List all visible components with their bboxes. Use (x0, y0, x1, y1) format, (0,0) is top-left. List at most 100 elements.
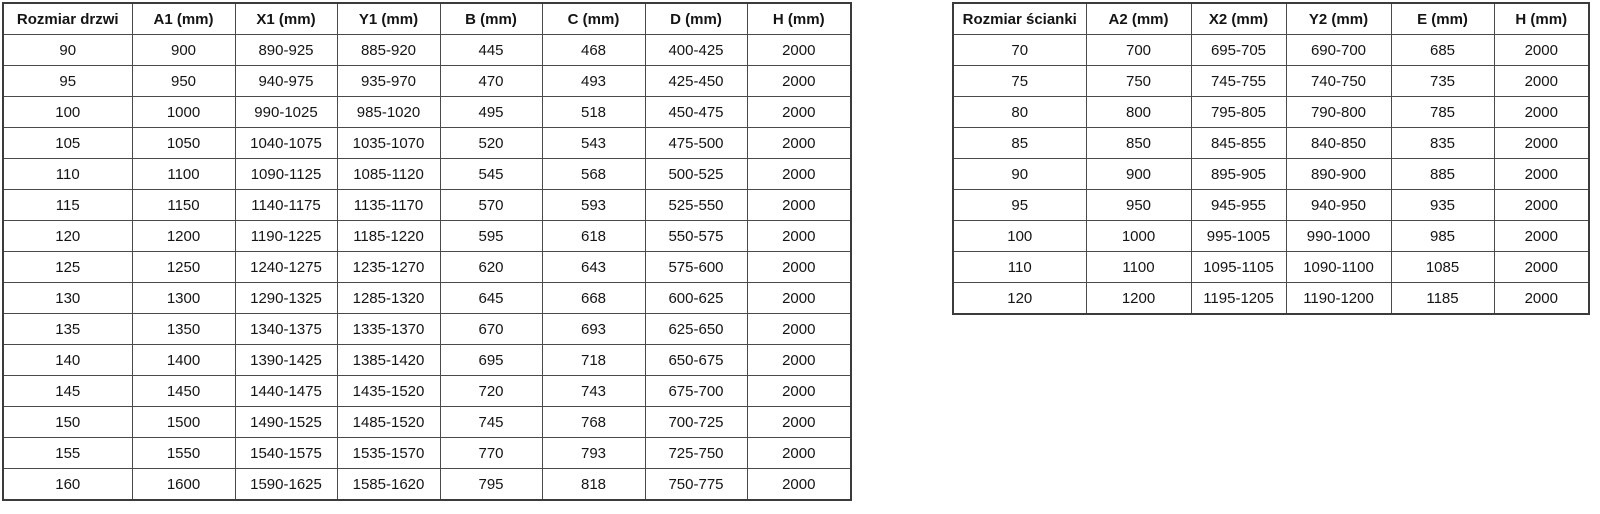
table-cell: 2000 (746, 375, 852, 407)
table-cell: 645 (439, 282, 543, 314)
table-cell: 2000 (1493, 189, 1590, 221)
table-cell: 2000 (746, 437, 852, 469)
table-cell: 1535-1570 (336, 437, 441, 469)
table-cell: 1000 (131, 96, 236, 128)
table-cell: 1100 (1085, 251, 1192, 283)
table-cell: 2000 (746, 251, 852, 283)
table-cell: 95 (952, 189, 1087, 221)
table-cell: 1485-1520 (336, 406, 441, 438)
column-header: C (mm) (541, 2, 646, 35)
table-cell: 735 (1390, 65, 1495, 97)
table-row: 120 1200 1190-1225 1185-1220 595 618 550-575 20… (2, 220, 852, 252)
table-cell: 940-950 (1285, 189, 1392, 221)
table-cell: 945-955 (1190, 189, 1287, 221)
table-cell: 2000 (1493, 34, 1590, 66)
table-cell: 2000 (746, 313, 852, 345)
table-cell: 818 (541, 468, 646, 501)
table-cell: 2000 (746, 344, 852, 376)
table-cell: 1035-1070 (336, 127, 441, 159)
table-row: 105 1050 1040-1075 1035-1070 520 543 475-500 20… (2, 127, 852, 159)
table-cell: 1095-1105 (1190, 251, 1287, 283)
table-cell: 100 (2, 96, 133, 128)
table-cell: 1590-1625 (234, 468, 338, 501)
table-row: 150 1500 1490-1525 1485-1520 745 768 700-725 20… (2, 406, 852, 438)
table-cell: 790-800 (1285, 96, 1392, 128)
table-cell: 670 (439, 313, 543, 345)
table-cell: 1400 (131, 344, 236, 376)
wall-size-table: Rozmiar ścianki A2 (mm) X2 (mm) Y2 (mm) E (m… (952, 2, 1590, 315)
table-row: 140 1400 1390-1425 1385-1420 695 718 650-675 20… (2, 344, 852, 376)
table-cell: 620 (439, 251, 543, 283)
table-cell: 990-1025 (234, 96, 338, 128)
table-cell: 900 (1085, 158, 1192, 190)
table-cell: 80 (952, 96, 1087, 128)
table-row: 145 1450 1440-1475 1435-1520 720 743 675-700 20… (2, 375, 852, 407)
table-cell: 445 (439, 34, 543, 66)
table-cell: 105 (2, 127, 133, 159)
table-cell: 2000 (746, 220, 852, 252)
table-cell: 520 (439, 127, 543, 159)
table-cell: 1235-1270 (336, 251, 441, 283)
table-cell: 2000 (746, 96, 852, 128)
table-cell: 1585-1620 (336, 468, 441, 501)
table-row: 70 700 695-705 690-700 685 2000 (952, 34, 1590, 66)
table-cell: 525-550 (644, 189, 748, 221)
table-cell: 1000 (1085, 220, 1192, 252)
table-cell: 575-600 (644, 251, 748, 283)
table-cell: 140 (2, 344, 133, 376)
table-cell: 795 (439, 468, 543, 501)
table-cell: 990-1000 (1285, 220, 1392, 252)
table-cell: 895-905 (1190, 158, 1287, 190)
table-cell: 1185-1220 (336, 220, 441, 252)
table-cell: 845-855 (1190, 127, 1287, 159)
table-cell: 2000 (746, 158, 852, 190)
table-cell: 740-750 (1285, 65, 1392, 97)
table-cell: 1085-1120 (336, 158, 441, 190)
table-cell: 743 (541, 375, 646, 407)
table-cell: 700-725 (644, 406, 748, 438)
table-cell: 985-1020 (336, 96, 441, 128)
column-header: A2 (mm) (1085, 2, 1192, 35)
table-cell: 695 (439, 344, 543, 376)
table-cell: 95 (2, 65, 133, 97)
table-cell: 995-1005 (1190, 220, 1287, 252)
table-cell: 450-475 (644, 96, 748, 128)
table-row: 90 900 895-905 890-900 885 2000 (952, 158, 1590, 190)
column-header: E (mm) (1390, 2, 1495, 35)
table-cell: 885 (1390, 158, 1495, 190)
table-cell: 1090-1125 (234, 158, 338, 190)
table-cell: 150 (2, 406, 133, 438)
table-cell: 90 (2, 34, 133, 66)
table-cell: 940-975 (234, 65, 338, 97)
table-cell: 145 (2, 375, 133, 407)
table-cell: 1385-1420 (336, 344, 441, 376)
table-cell: 795-805 (1190, 96, 1287, 128)
table-cell: 890-900 (1285, 158, 1392, 190)
table-cell: 770 (439, 437, 543, 469)
table-cell: 793 (541, 437, 646, 469)
table-cell: 425-450 (644, 65, 748, 97)
table-cell: 2000 (1493, 282, 1590, 315)
table-cell: 115 (2, 189, 133, 221)
table-cell: 1250 (131, 251, 236, 283)
table-cell: 155 (2, 437, 133, 469)
table-cell: 1450 (131, 375, 236, 407)
table-row: 160 1600 1590-1625 1585-1620 795 818 750-775 20… (2, 468, 852, 501)
table-cell: 1540-1575 (234, 437, 338, 469)
table-cell: 1200 (131, 220, 236, 252)
wall-table-header-row: Rozmiar ścianki A2 (mm) X2 (mm) Y2 (mm) E (m… (952, 2, 1590, 35)
table-cell: 2000 (746, 468, 852, 501)
table-row: 115 1150 1140-1175 1135-1170 570 593 525-550 20… (2, 189, 852, 221)
table-row: 95 950 940-975 935-970 470 493 425-450 2000 (2, 65, 852, 97)
table-row: 120 1200 1195-1205 1190-1200 1185 2000 (952, 282, 1590, 315)
table-cell: 543 (541, 127, 646, 159)
door-size-table: Rozmiar drzwi A1 (mm) X1 (mm) Y1 (mm) B (mm)… (2, 2, 852, 501)
table-cell: 840-850 (1285, 127, 1392, 159)
table-cell: 2000 (1493, 127, 1590, 159)
table-cell: 1135-1170 (336, 189, 441, 221)
table-cell: 1100 (131, 158, 236, 190)
table-cell: 1285-1320 (336, 282, 441, 314)
table-cell: 1435-1520 (336, 375, 441, 407)
table-cell: 1500 (131, 406, 236, 438)
